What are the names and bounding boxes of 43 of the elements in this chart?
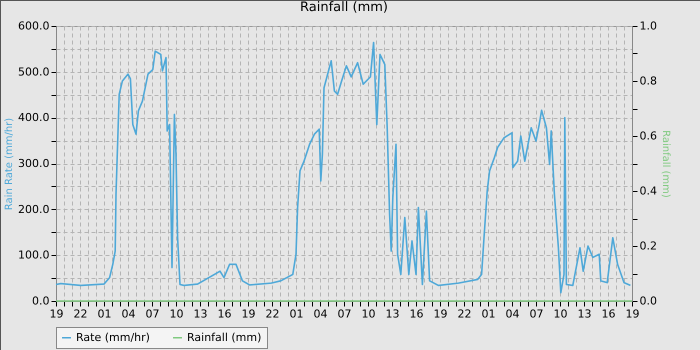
legend-label: Rate (mm/hr) <box>76 330 150 344</box>
x-tick-label: 01 <box>290 308 304 320</box>
x-tick-label: 19 <box>50 308 64 320</box>
x-tick-label: 16 <box>410 308 424 320</box>
x-tick-label: 19 <box>242 308 256 320</box>
x-tick-label: 22 <box>266 308 280 320</box>
x-tick-label: 10 <box>170 308 184 320</box>
y2-tick-label: 0.4 <box>640 184 657 198</box>
x-tick-label: 13 <box>578 308 592 320</box>
y-tick-label: 400.0 <box>18 111 50 124</box>
chart-title: Rainfall (mm) <box>300 0 388 15</box>
x-tick-label: 04 <box>122 308 136 320</box>
y2-tick-label: 1.0 <box>640 20 657 32</box>
y2-tick-label: 0.6 <box>640 130 657 142</box>
x-tick-label: 07 <box>146 308 160 320</box>
y2-tick-label: 0.2 <box>640 240 657 252</box>
y2-axis-title: Rainfall (mm) <box>660 130 671 198</box>
y-tick-label: 0.0 <box>32 294 50 308</box>
x-tick-label: 22 <box>458 308 472 320</box>
y-tick-label: 300.0 <box>18 157 50 170</box>
x-tick-label: 07 <box>338 308 352 320</box>
y-tick-label: 500.0 <box>18 65 50 78</box>
y-axis-title: Rain Rate (mm/hr) <box>4 118 16 210</box>
x-tick-label: 07 <box>530 308 544 320</box>
x-tick-label: 19 <box>434 308 448 320</box>
x-tick-label: 10 <box>362 308 376 320</box>
x-tick-label: 10 <box>554 308 568 320</box>
legend-label: Rainfall (mm) <box>187 330 262 344</box>
x-tick-label: 16 <box>602 308 616 320</box>
x-tick-label: 04 <box>314 308 328 320</box>
y-tick-label: 600.0 <box>18 20 50 32</box>
x-tick-label: 13 <box>194 308 208 320</box>
x-tick-label: 13 <box>386 308 400 320</box>
x-tick-label: 01 <box>482 308 496 320</box>
x-tick-label: 22 <box>74 308 88 320</box>
y-tick-label: 200.0 <box>18 202 50 216</box>
y2-tick-label: 0.8 <box>640 74 657 88</box>
x-tick-label: 16 <box>218 308 232 320</box>
x-tick-label: 19 <box>626 308 640 320</box>
x-tick-label: 01 <box>98 308 112 320</box>
y2-tick-label: 0.0 <box>640 294 657 308</box>
y-tick-label: 100.0 <box>18 248 50 262</box>
x-tick-label: 04 <box>506 308 520 320</box>
